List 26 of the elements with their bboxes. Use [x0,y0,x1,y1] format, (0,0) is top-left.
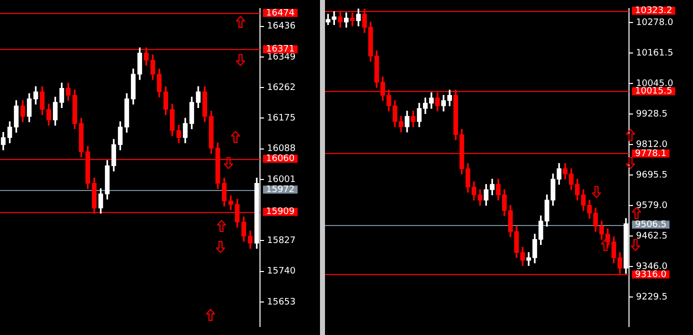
y-tick-label: 16001 [267,174,296,185]
y-tick-label: 9695.5 [636,170,668,180]
y-tick-label: 16262 [267,82,296,93]
y-tick-label: 16349 [267,52,296,62]
ref-line-label: 9316.0 [635,270,667,280]
y-tick-label: 9928.5 [636,109,668,120]
y-tick-label: 10278.0 [636,18,674,28]
ref-line-label: 16474 [266,8,295,18]
y-tick-label: 9229.5 [636,292,668,302]
y-tick-label: 16436 [267,22,296,32]
ref-line-label: 15909 [266,207,295,218]
y-tick-label: 16088 [267,144,296,154]
y-tick-label: 9462.5 [636,231,668,242]
y-tick-label: 15827 [267,236,296,246]
y-tick-label: 15740 [267,266,296,277]
ref-line-label: 9778.1 [635,148,666,159]
ref-line-label: 9506.5 [635,220,666,230]
ref-line-label: 10015.5 [635,86,672,97]
y-tick-label: 9812.0 [636,140,668,150]
y-tick-label: 15653 [267,297,296,308]
ref-line-label: 10323.2 [635,6,672,16]
y-tick-label: 9579.0 [636,200,668,211]
ref-line-label: 15972 [266,185,295,196]
y-tick-label: 16175 [267,114,296,124]
ref-line-label: 16060 [266,154,295,164]
y-tick-label: 10161.5 [636,48,674,58]
